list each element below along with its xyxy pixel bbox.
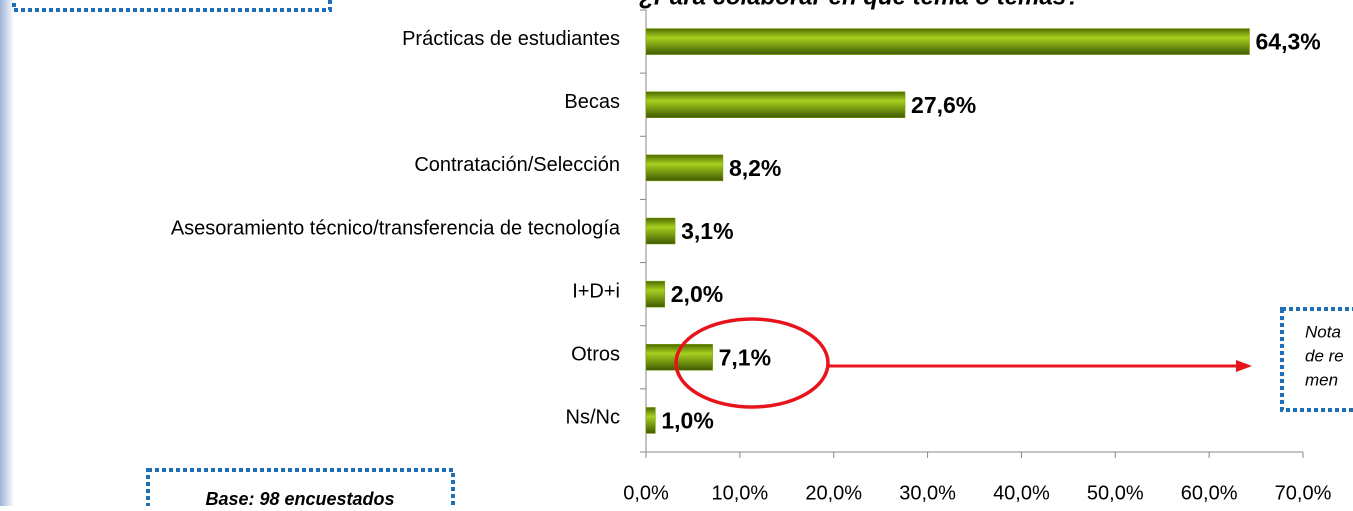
note-box: [1280, 307, 1353, 412]
note-line: Nota: [1305, 322, 1341, 341]
x-tick-label: 0,0%: [623, 482, 669, 504]
bar: [645, 217, 676, 245]
x-tick-label: 40,0%: [993, 482, 1050, 504]
value-label: 27,6%: [911, 92, 976, 118]
value-label: 1,0%: [661, 408, 713, 434]
x-tick-label: 30,0%: [899, 482, 956, 504]
value-label: 64,3%: [1256, 29, 1321, 55]
category-label: Prácticas de estudiantes: [402, 28, 620, 50]
note-line: de re: [1305, 346, 1344, 365]
category-label: Otros: [571, 344, 620, 366]
side-strip: [0, 0, 14, 506]
x-tick-label: 10,0%: [711, 482, 768, 504]
bar: [645, 154, 724, 182]
bar: [645, 280, 666, 308]
bar: [645, 28, 1250, 55]
x-tick-label: 60,0%: [1181, 482, 1238, 504]
x-tick-label: 50,0%: [1087, 482, 1144, 504]
bar: [645, 91, 906, 118]
value-label: 3,1%: [681, 218, 733, 244]
bar: [645, 407, 656, 434]
arrow-head: [1236, 360, 1252, 372]
note-line: men: [1305, 370, 1338, 389]
chart-title: ¿Para colaborar en qué tema o temas?: [639, 0, 1081, 10]
value-label: 2,0%: [671, 281, 723, 307]
category-label: Asesoramiento técnico/transferencia de t…: [171, 217, 621, 239]
category-label: Ns/Nc: [566, 407, 620, 429]
x-tick-label: 70,0%: [1275, 482, 1332, 504]
category-label: Contratación/Selección: [414, 154, 620, 176]
value-label: 8,2%: [729, 155, 781, 181]
value-label: 7,1%: [719, 344, 771, 370]
header-box: [12, 0, 332, 12]
base-note: Base: 98 encuestados: [205, 489, 394, 506]
category-label: I+D+i: [572, 280, 620, 302]
category-label: Becas: [564, 91, 620, 113]
highlight-ellipse: [674, 317, 830, 409]
base-box: [146, 468, 455, 511]
x-tick-label: 20,0%: [805, 482, 862, 504]
